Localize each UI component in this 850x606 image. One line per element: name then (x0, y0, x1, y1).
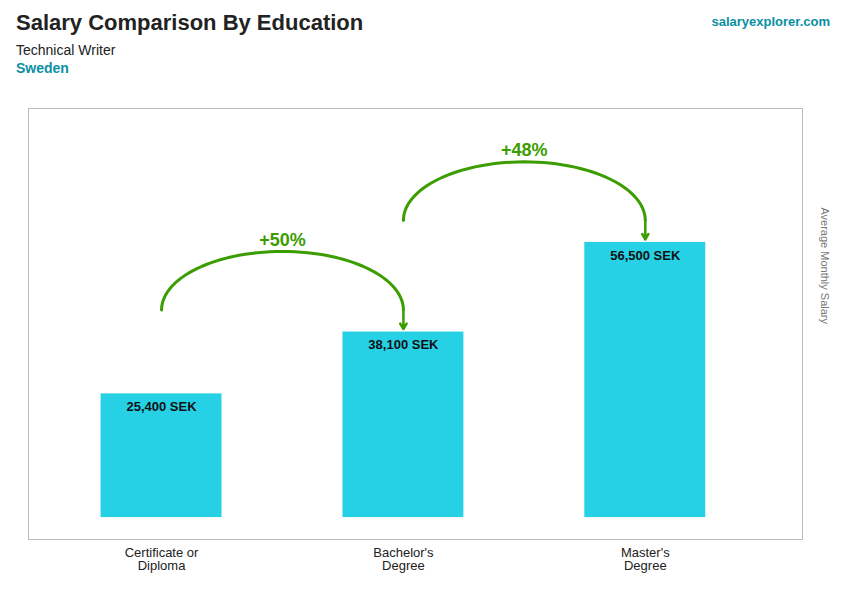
svg-text:+48%: +48% (501, 140, 548, 160)
svg-text:25,400 SEK: 25,400 SEK (126, 399, 197, 414)
svg-text:Master'sDegree: Master'sDegree (621, 545, 670, 573)
html-text:Salary Comparison By Education: Salary Comparison By Education (16, 10, 364, 35)
svg-text:56,500 SEK: 56,500 SEK (610, 248, 681, 263)
html-text:Technical Writer: Technical Writer (16, 42, 116, 58)
svg-text:Average Monthly Salary: Average Monthly Salary (819, 207, 831, 324)
html-text:Sweden: Sweden (16, 60, 69, 76)
svg-text:38,100 SEK: 38,100 SEK (368, 337, 439, 352)
svg-text:Certificate orDiploma: Certificate orDiploma (125, 545, 199, 573)
svg-text:Bachelor'sDegree: Bachelor'sDegree (373, 545, 434, 573)
html-text:salaryexplorer.com: salaryexplorer.com (711, 14, 830, 29)
svg-text:+50%: +50% (259, 230, 306, 250)
